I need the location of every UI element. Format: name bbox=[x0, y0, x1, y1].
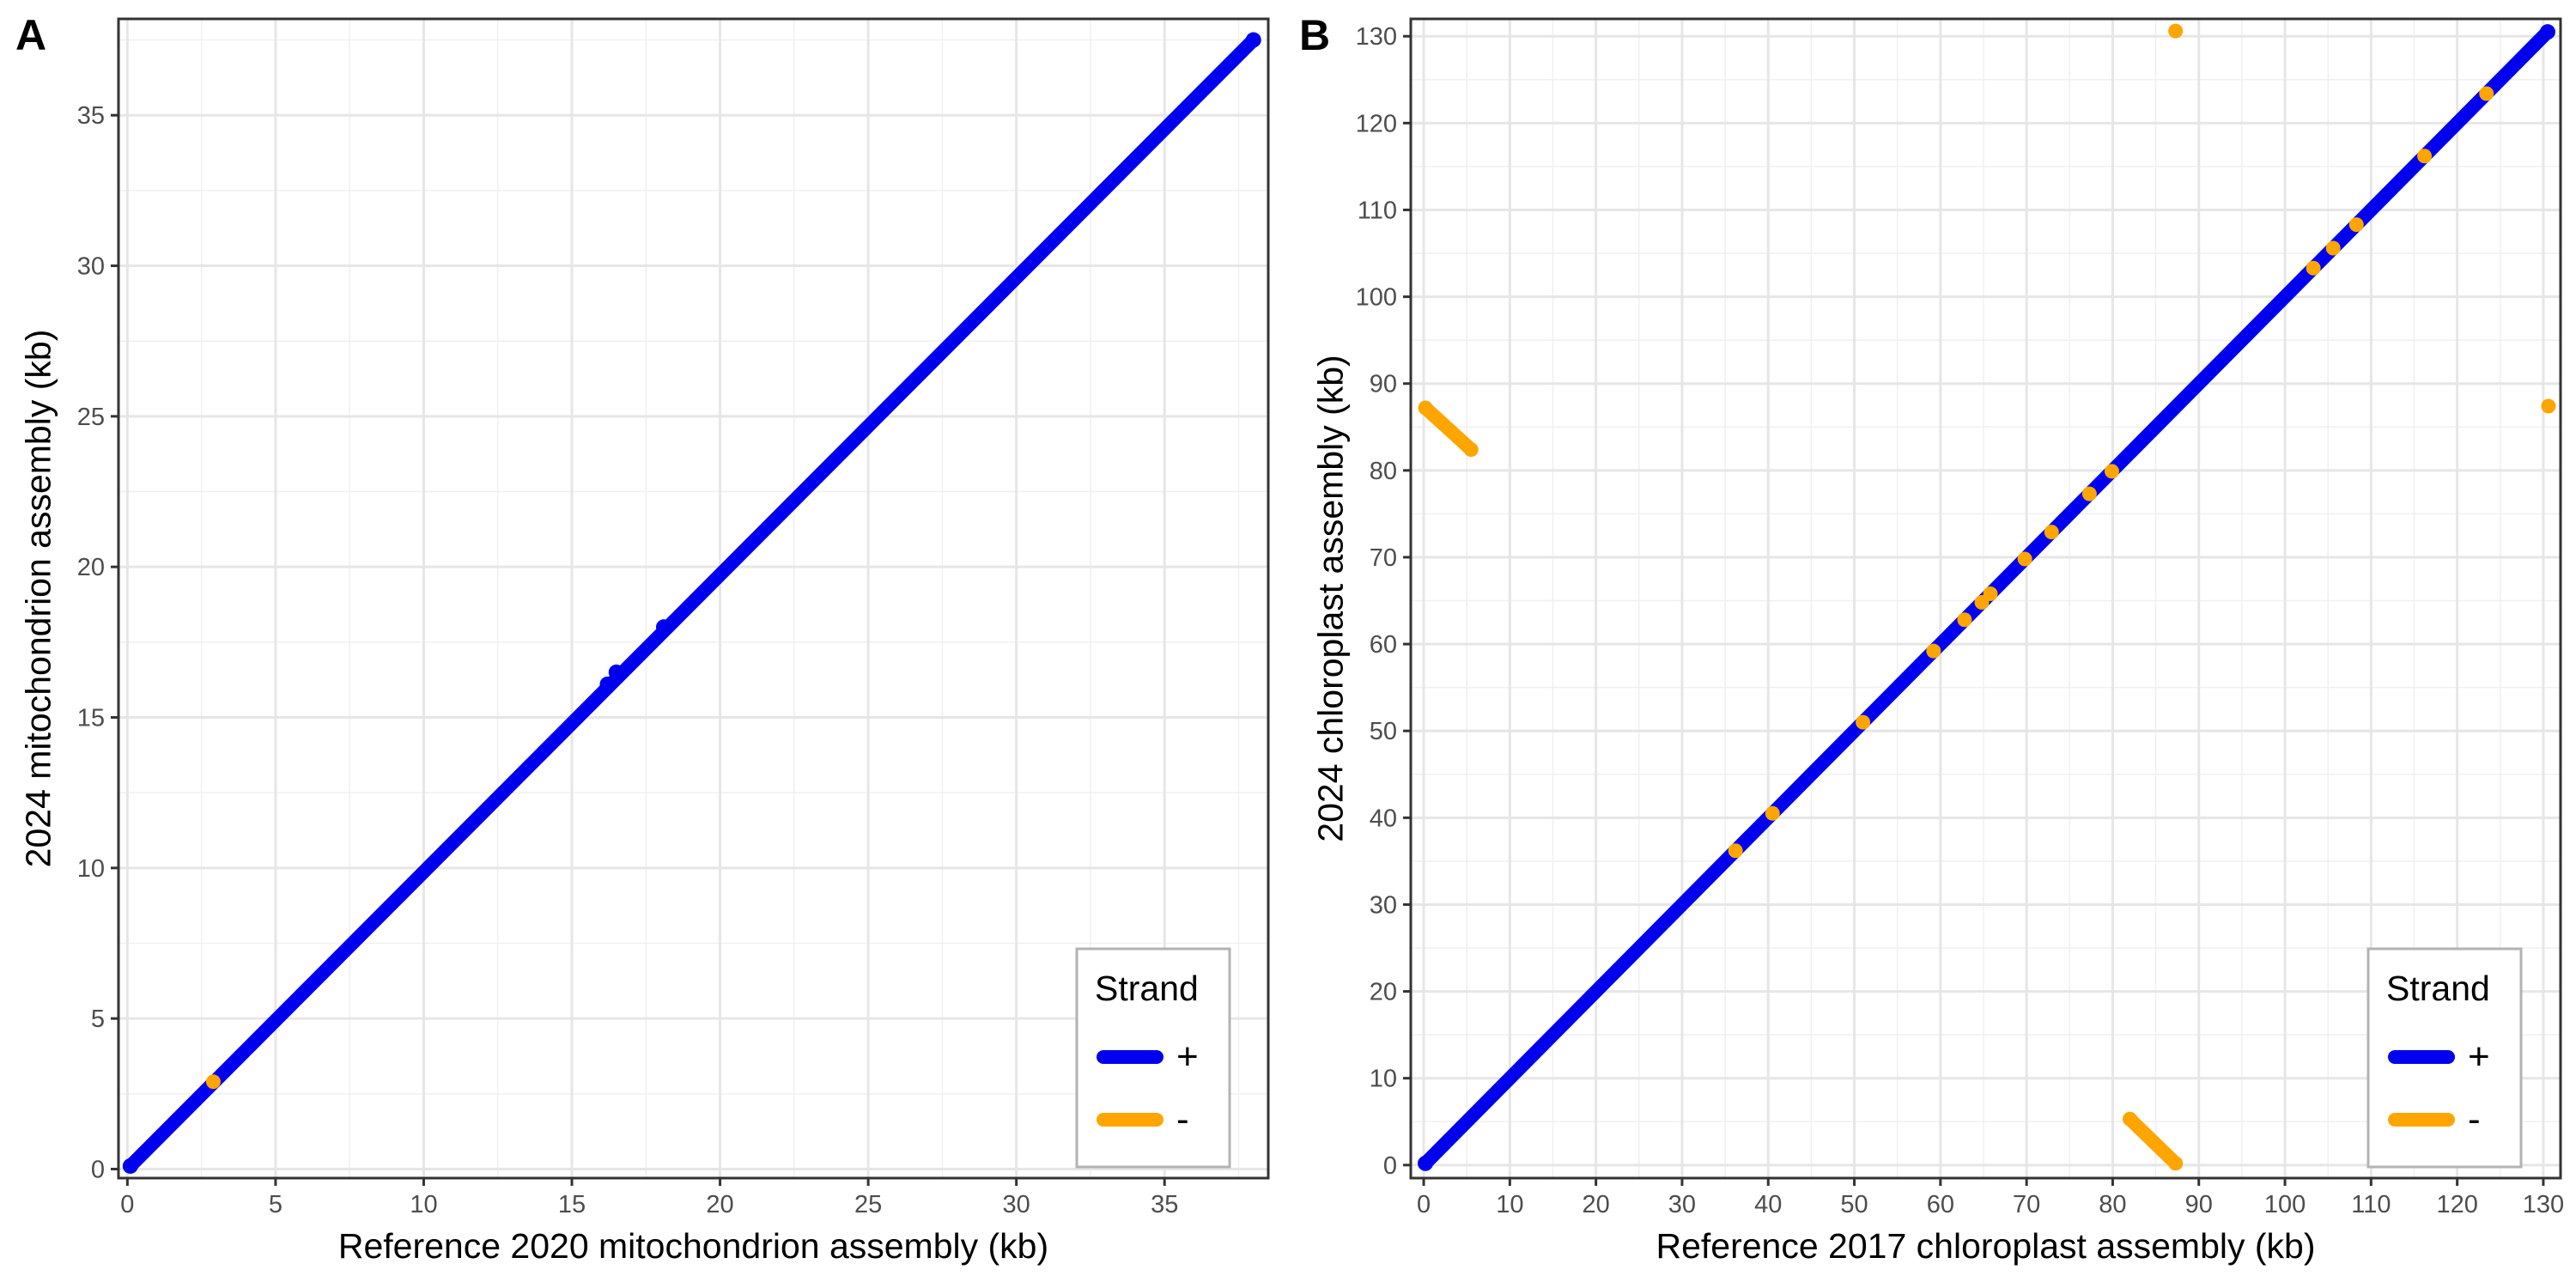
plot-frame bbox=[117, 17, 1270, 1180]
y-tick-label: 120 bbox=[1356, 110, 1397, 137]
x-tick-label: 35 bbox=[1151, 1191, 1178, 1218]
y-axis-title: 2024 mitochondrion assembly (kb) bbox=[18, 330, 58, 868]
minus-strand-point bbox=[2325, 240, 2341, 256]
plus-strand-point bbox=[599, 676, 616, 692]
minus-strand-point bbox=[1856, 714, 1871, 730]
plus-strand-point bbox=[1245, 32, 1261, 48]
minus-strand-alignment bbox=[2123, 1112, 2183, 1170]
x-tick-label: 25 bbox=[854, 1191, 882, 1218]
minus-strand-point bbox=[205, 1074, 221, 1090]
y-axis-ticks: 0 10 20 30 40 50 60 70 80 90 100 110 120 130 bbox=[1356, 23, 1411, 1180]
panel-label: B bbox=[1299, 11, 1330, 59]
x-tick-label: 130 bbox=[2523, 1191, 2564, 1218]
plus-strand-point bbox=[2539, 24, 2555, 40]
minus-strand-point bbox=[2417, 149, 2433, 164]
y-tick-label: 30 bbox=[1370, 891, 1397, 919]
panel-a: 0 5 10 15 20 25 30 35 0 5 10 15 20 25 30 35 A Referenc… bbox=[15, 11, 1270, 1266]
minus-strand-alignment bbox=[1419, 401, 1479, 457]
major-grid bbox=[1411, 19, 2561, 1178]
minus-strand-point bbox=[2541, 398, 2556, 414]
minus-strand-point bbox=[2306, 260, 2321, 276]
y-tick-label: 110 bbox=[1358, 197, 1397, 224]
plus-strand-point bbox=[1418, 1155, 1434, 1171]
x-tick-label: 5 bbox=[269, 1191, 283, 1218]
plus-strand-point bbox=[608, 664, 624, 680]
x-axis-ticks: 0 5 10 15 20 25 30 35 bbox=[120, 1178, 1178, 1218]
y-tick-label: 0 bbox=[1383, 1152, 1397, 1180]
x-tick-label: 120 bbox=[2436, 1191, 2477, 1218]
y-tick-label: 90 bbox=[1370, 371, 1397, 398]
x-tick-label: 0 bbox=[120, 1191, 134, 1218]
minus-strand-point bbox=[2017, 551, 2032, 567]
x-tick-label: 50 bbox=[1840, 1191, 1868, 1218]
x-tick-label: 90 bbox=[2185, 1191, 2213, 1218]
minus-strand-point bbox=[2168, 23, 2184, 39]
minus-strand-point bbox=[2044, 525, 2059, 540]
y-tick-label: 40 bbox=[1370, 805, 1397, 832]
plus-strand-point bbox=[655, 619, 671, 635]
y-axis-ticks: 0 5 10 15 20 25 30 35 bbox=[77, 102, 118, 1183]
x-axis-title: Reference 2017 chloroplast assembly (kb) bbox=[1656, 1226, 2316, 1266]
minor-grid bbox=[118, 19, 1268, 1178]
x-tick-label: 100 bbox=[2264, 1191, 2306, 1218]
minus-strand-point bbox=[2479, 86, 2494, 101]
y-tick-label: 10 bbox=[1370, 1066, 1397, 1093]
x-tick-label: 0 bbox=[1417, 1191, 1431, 1218]
legend-label-plus: + bbox=[2468, 1036, 2490, 1078]
x-tick-label: 20 bbox=[706, 1191, 733, 1218]
plus-strand-point bbox=[122, 1157, 138, 1174]
panel-label: A bbox=[15, 11, 46, 59]
minus-strand-point bbox=[2348, 217, 2364, 233]
minus-strand-point bbox=[1765, 805, 1780, 821]
legend-label-plus: + bbox=[1176, 1036, 1199, 1078]
x-axis-title: Reference 2020 mitochondrion assembly (k… bbox=[338, 1226, 1048, 1266]
x-tick-label: 30 bbox=[1668, 1191, 1696, 1218]
y-tick-label: 35 bbox=[77, 102, 105, 130]
y-tick-label: 100 bbox=[1356, 284, 1397, 312]
y-tick-label: 25 bbox=[77, 404, 105, 431]
y-tick-label: 130 bbox=[1356, 23, 1397, 51]
minus-strand-point bbox=[1983, 586, 1998, 601]
plus-strand-alignment bbox=[123, 33, 1261, 1173]
x-axis-ticks: 0 10 20 30 40 50 60 70 80 90 100 110 120 130 bbox=[1417, 1178, 2564, 1218]
minus-strand-point bbox=[1728, 843, 1743, 859]
y-tick-label: 70 bbox=[1370, 544, 1397, 572]
minus-strand-point bbox=[2104, 464, 2119, 479]
x-tick-label: 10 bbox=[410, 1191, 437, 1218]
x-tick-label: 30 bbox=[1003, 1191, 1030, 1218]
minus-strand-point bbox=[2081, 486, 2097, 501]
minus-strand-point bbox=[1957, 612, 1972, 628]
x-tick-label: 10 bbox=[1496, 1191, 1523, 1218]
y-axis-title: 2024 chloroplast assembly (kb) bbox=[1310, 355, 1350, 841]
data-marks bbox=[122, 32, 1261, 1174]
y-tick-label: 20 bbox=[77, 554, 105, 581]
minus-strand-point bbox=[1926, 643, 1941, 659]
legend-label-minus: - bbox=[2468, 1098, 2481, 1140]
y-tick-label: 0 bbox=[91, 1156, 105, 1183]
y-tick-label: 5 bbox=[91, 1005, 105, 1033]
y-tick-label: 20 bbox=[1370, 979, 1397, 1006]
y-tick-label: 15 bbox=[77, 705, 105, 732]
x-tick-label: 40 bbox=[1754, 1191, 1782, 1218]
y-tick-label: 30 bbox=[77, 253, 105, 281]
x-tick-label: 110 bbox=[2351, 1191, 2391, 1218]
x-tick-label: 80 bbox=[2099, 1191, 2126, 1218]
legend: Strand + - bbox=[2366, 947, 2523, 1169]
legend: Strand + - bbox=[1075, 947, 1231, 1169]
y-tick-label: 80 bbox=[1370, 458, 1397, 485]
x-tick-label: 70 bbox=[2013, 1191, 2040, 1218]
legend-label-minus: - bbox=[1176, 1098, 1189, 1140]
x-tick-label: 15 bbox=[558, 1191, 586, 1218]
plot-frame bbox=[1409, 17, 2562, 1180]
y-tick-label: 50 bbox=[1370, 718, 1397, 745]
x-tick-label: 20 bbox=[1583, 1191, 1610, 1218]
y-tick-label: 60 bbox=[1370, 631, 1397, 659]
legend-title: Strand bbox=[2386, 969, 2490, 1008]
data-marks bbox=[1418, 23, 2556, 1171]
panel-b: 0 10 20 30 40 50 60 70 80 90 100 110 120 130 0 10 20 30 4… bbox=[1299, 11, 2564, 1266]
x-tick-label: 60 bbox=[1927, 1191, 1954, 1218]
y-tick-label: 10 bbox=[77, 855, 105, 883]
legend-title: Strand bbox=[1095, 969, 1199, 1008]
